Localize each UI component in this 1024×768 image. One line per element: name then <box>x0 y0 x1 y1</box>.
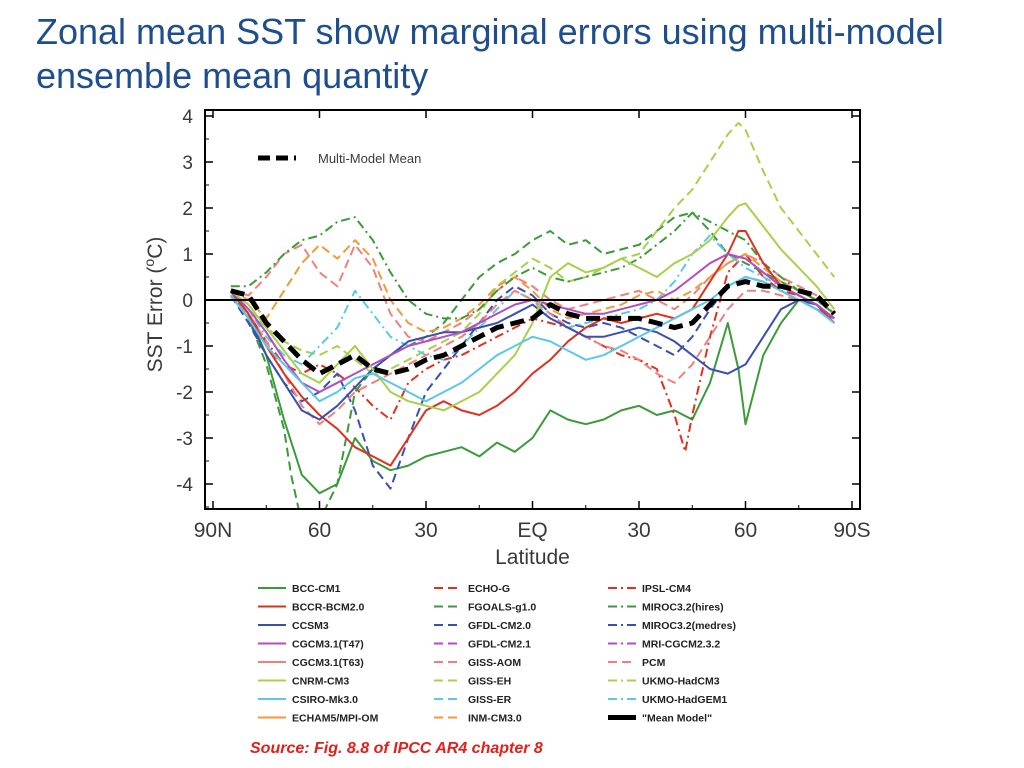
y-tick-label: 0 <box>182 291 193 312</box>
series-line-gfdl-cm2-0 <box>229 276 835 490</box>
slide-title: Zonal mean SST show marginal errors usin… <box>36 11 944 96</box>
legend-label-ukmo-hadgem1: UKMO-HadGEM1 <box>642 694 727 706</box>
legend-label-pcm: PCM <box>642 657 666 669</box>
series-line-giss-eh <box>230 243 836 343</box>
legend-label-fgoals-g1-0: FGOALS-g1.0 <box>468 602 536 614</box>
series-line-echam5-mpi-om <box>230 239 835 334</box>
legend-label-cgcm3-1-t47: CGCM3.1(T47) <box>292 639 364 651</box>
x-axis-label: Latitude <box>495 546 570 569</box>
legend-label-echo-g: ECHO-G <box>468 583 510 595</box>
y-tick-label: -4 <box>176 475 193 496</box>
legend-label-ukmo-hadcm3: UKMO-HadCM3 <box>642 676 720 688</box>
legend-label-inm-cm3-0: INM-CM3.0 <box>468 713 522 725</box>
series-line-pcm <box>230 289 835 426</box>
legend-label-echam5-mpi-om: ECHAM5/MPI-OM <box>292 713 379 725</box>
inset-legend: Multi-Model Mean <box>258 151 421 166</box>
y-tick-label: -2 <box>176 383 193 404</box>
legend-label-ipsl-cm4: IPSL-CM4 <box>642 583 691 595</box>
legend-label-giss-eh: GISS-EH <box>468 676 511 688</box>
legend-label-miroc3-2-medres: MIROC3.2(medres) <box>642 620 736 632</box>
series-line-ukmo-hadcm3 <box>230 121 836 375</box>
legend-label-csiro-mk3-0: CSIRO-Mk3.0 <box>292 694 358 706</box>
series-line-miroc3-2-hires <box>230 211 835 320</box>
x-tick-label: 90S <box>833 519 870 542</box>
y-tick-label: -1 <box>176 337 193 358</box>
legend-label-bccr-bcm2-0: BCCR-BCM2.0 <box>292 602 364 614</box>
y-tick-label: 3 <box>182 153 193 174</box>
legend-label-gfdl-cm2-0: GFDL-CM2.0 <box>468 620 531 632</box>
y-tick-label: -3 <box>176 429 193 450</box>
series-line-ccsm3 <box>230 294 835 421</box>
series-line-bccr-bcm2-0 <box>230 230 836 467</box>
y-axis-label: SST Error (oC) <box>141 237 167 373</box>
series-line-fgoals-g1-0 <box>229 211 835 509</box>
x-tick-label: EQ <box>517 519 547 542</box>
legend-label-ccsm3: CCSM3 <box>292 620 329 632</box>
legend-label-bcc-cm1: BCC-CM1 <box>292 583 341 595</box>
y-tick-label: 4 <box>182 107 193 128</box>
source-note: Source: Fig. 8.8 of IPCC AR4 chapter 8 <box>250 740 543 757</box>
x-tick-label: 30 <box>627 519 650 542</box>
axes: 4 3 2 1 0 -1 -2 -3 -4 90N 60 30 EQ 30 60 90S Latitude SST… <box>141 107 871 569</box>
y-tick-label: 2 <box>182 199 193 220</box>
legend: BCC-CM1 BCCR-BCM2.0 CCSM3 CGCM3.1(T47) CGCM3… <box>258 583 736 725</box>
y-tick-label: 1 <box>182 245 193 266</box>
legend-label-miroc3-2-hires: MIROC3.2(hires) <box>642 602 724 614</box>
legend-label-gfdl-cm2-1: GFDL-CM2.1 <box>468 639 531 651</box>
legend-label-giss-er: GISS-ER <box>468 694 512 706</box>
series-line-mean-model <box>230 279 837 377</box>
x-tick-label: 30 <box>414 519 437 542</box>
legend-label-mean-model: "Mean Model" <box>642 713 712 725</box>
x-tick-label: 60 <box>734 519 757 542</box>
series-line-ipsl-cm4 <box>230 253 836 453</box>
legend-label-cgcm3-1-t63: CGCM3.1(T63) <box>292 657 364 669</box>
series-lines <box>229 121 837 509</box>
series-line-csiro-mk3-0 <box>230 276 835 403</box>
legend-label-cnrm-cm3: CNRM-CM3 <box>292 676 349 688</box>
legend-label-giss-aom: GISS-AOM <box>468 657 521 669</box>
x-tick-label: 60 <box>308 519 331 542</box>
x-tick-label: 90N <box>194 519 233 542</box>
inset-legend-label: Multi-Model Mean <box>318 151 421 166</box>
series-line-bcc-cm1 <box>230 290 835 495</box>
legend-label-mri-cgcm2-3-2: MRI-CGCM2.3.2 <box>642 639 720 651</box>
